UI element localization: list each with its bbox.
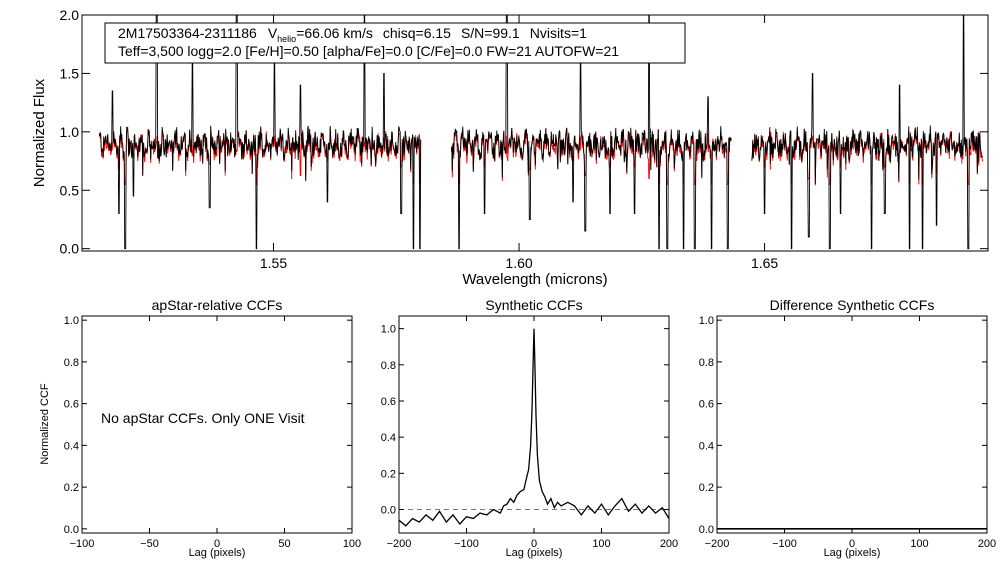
difference-ccf-x-tick-label: 100 xyxy=(910,538,928,550)
spectrum-x-tick-label: 1.65 xyxy=(751,255,778,271)
spectrum-ticks: 1.55 1.60 1.65 0.0 0.5 1.0 1.5 2.0 xyxy=(60,7,988,271)
spectrum-y-tick-label: 1.0 xyxy=(60,124,80,140)
spectrum-x-axis-label: Wavelength (microns) xyxy=(462,271,607,288)
synthetic-ccf-y-tick-label: 0.2 xyxy=(381,468,396,480)
no-ccf-annotation: No apStar CCFs. Only ONE Visit xyxy=(101,410,305,426)
apstar-ccf-x-tick-label: −100 xyxy=(70,538,95,550)
difference-ccf-x-axis-label: Lag (pixels) xyxy=(824,547,881,559)
v-helio-value: =66.06 km/s xyxy=(296,25,373,41)
apstar-ccf-y-axis-label: Normalized CCF xyxy=(39,383,51,465)
spectrum-x-tick-label: 1.55 xyxy=(260,255,287,271)
difference-ccf-y-tick-label: 0.4 xyxy=(699,440,714,452)
difference-ccf-y-tick-label: 0.0 xyxy=(699,524,714,536)
apstar-ccf-ticks: −100 −50 0 50 100 0.0 0.2 0.4 0.6 0.8 1.0 xyxy=(64,315,361,550)
spectrum-y-tick-label: 0.5 xyxy=(60,182,80,198)
apstar-ccf-y-tick-label: 0.0 xyxy=(64,524,79,536)
spectrum-y-axis-label: Normalized Flux xyxy=(31,78,48,187)
difference-ccf-x-tick-label: 200 xyxy=(978,538,996,550)
difference-ccf-x-tick-label: 0 xyxy=(849,538,855,550)
difference-ccf-frame xyxy=(716,315,988,534)
difference-ccf-y-tick-label: 0.6 xyxy=(699,399,714,411)
apstar-ccf-x-axis-label: Lag (pixels) xyxy=(189,547,246,559)
synthetic-ccf-frame xyxy=(398,315,670,534)
apstar-ccf-x-tick-label: 0 xyxy=(214,538,220,550)
info-box xyxy=(104,22,686,64)
spectrum-frame xyxy=(81,14,989,252)
difference-ccf-ticks: −200 −100 0 100 200 0.0 0.2 0.4 0.6 0.8 1.0 xyxy=(699,315,996,550)
synthetic-ccf-line xyxy=(398,328,670,527)
star-id: 2M17503364-2311186 xyxy=(118,25,257,41)
spectrum-panel: 1.55 1.60 1.65 0.0 0.5 1.0 1.5 2.0 2M17503364-2… xyxy=(31,7,989,288)
synthetic-ccf-y-tick-label: 0.8 xyxy=(381,360,396,372)
synthetic-ccf-ticks: −200 −100 0 100 200 0.0 0.2 0.4 0.6 0.8 1.0 xyxy=(381,316,678,550)
snr-value: S/N=99.1 xyxy=(461,25,520,41)
apstar-ccf-y-tick-label: 0.2 xyxy=(64,482,79,494)
apstar-ccf-x-tick-label: −50 xyxy=(140,538,159,550)
spectrum-y-tick-label: 1.5 xyxy=(60,65,80,81)
synthetic-ccf-x-tick-label: 200 xyxy=(660,538,678,550)
difference-ccf-y-tick-label: 0.8 xyxy=(699,357,714,369)
difference-ccf-panel: Difference Synthetic CCFs −200 −100 0 100 20… xyxy=(699,297,996,559)
difference-ccf-title: Difference Synthetic CCFs xyxy=(770,297,935,313)
apstar-ccf-y-tick-label: 0.8 xyxy=(64,357,79,369)
synthetic-ccf-x-tick-label: −200 xyxy=(387,538,412,550)
synthetic-ccf-y-tick-label: 0.6 xyxy=(381,396,396,408)
observed-spectrum-line-chip-2 xyxy=(450,14,732,250)
synthetic-ccf-x-axis-label: Lag (pixels) xyxy=(506,547,563,559)
apstar-ccf-x-tick-label: 50 xyxy=(278,538,290,550)
synthetic-ccf-x-tick-label: 100 xyxy=(592,538,610,550)
spectrum-x-tick-label: 1.60 xyxy=(505,255,532,271)
v-helio-subscript: helio xyxy=(277,34,296,44)
synthetic-ccf-plot xyxy=(398,328,670,527)
difference-ccf-x-tick-label: −200 xyxy=(705,538,730,550)
observed-spectrum-line-chip-3 xyxy=(751,14,984,250)
apstar-ccf-y-tick-label: 0.4 xyxy=(64,440,79,452)
observed-spectrum-series xyxy=(98,14,984,250)
difference-ccf-x-tick-label: −100 xyxy=(772,538,797,550)
apstar-ccf-panel: apStar-relative CCFs −100 −50 0 50 100 0.0 0.2… xyxy=(39,297,361,559)
info-line-1: 2M17503364-2311186 Vhelio=66.06 km/s chisq… xyxy=(118,25,587,44)
apstar-ccf-y-tick-label: 1.0 xyxy=(64,315,79,327)
info-line-2: Teff=3,500 logg=2.0 [Fe/H]=0.50 [alpha/F… xyxy=(118,43,619,59)
synthetic-ccf-x-tick-label: −100 xyxy=(454,538,479,550)
difference-ccf-y-tick-label: 0.2 xyxy=(699,482,714,494)
synthetic-ccf-y-tick-label: 0.4 xyxy=(381,432,396,444)
spectrum-y-tick-label: 2.0 xyxy=(60,7,80,23)
apstar-ccf-frame xyxy=(81,315,353,534)
synthetic-ccf-y-tick-label: 0.0 xyxy=(381,504,396,516)
synthetic-ccf-title: Synthetic CCFs xyxy=(485,297,582,313)
apstar-ccf-y-tick-label: 0.6 xyxy=(64,399,79,411)
apstar-ccf-title: apStar-relative CCFs xyxy=(152,297,283,313)
synthetic-ccf-x-tick-label: 0 xyxy=(531,538,537,550)
apstar-ccf-x-tick-label: 100 xyxy=(343,538,361,550)
v-helio-label: V xyxy=(268,25,278,41)
nvisits-value: Nvisits=1 xyxy=(530,25,587,41)
spectrum-y-tick-label: 0.0 xyxy=(60,241,80,257)
difference-ccf-y-tick-label: 1.0 xyxy=(699,315,714,327)
synthetic-ccf-y-tick-label: 1.0 xyxy=(381,324,396,336)
chisq-value: chisq=6.15 xyxy=(383,25,451,41)
synthetic-ccf-panel: Synthetic CCFs −200 −100 0 100 200 0.0 0.2 0.4 0… xyxy=(381,297,678,559)
observed-spectrum-line-chip-1 xyxy=(98,14,422,250)
